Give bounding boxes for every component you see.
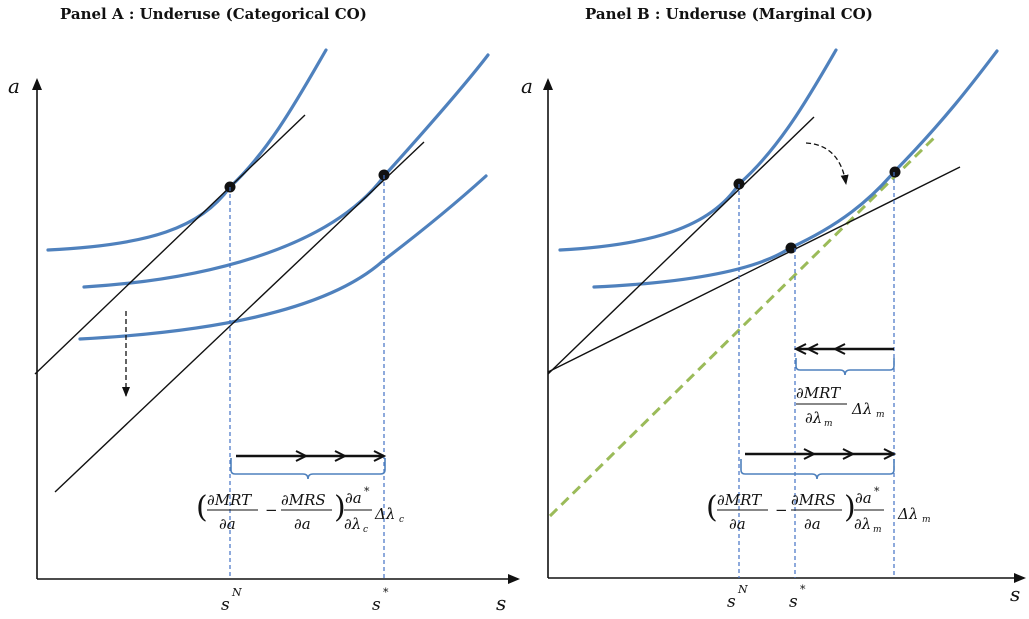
svg-text:−: − xyxy=(265,501,278,519)
panel-a-curve-3 xyxy=(78,174,488,341)
panel-a-formula: ( ∂MRT ∂a − ∂MRS ∂a ) ∂a * ∂λ c Δλ c xyxy=(196,485,404,535)
svg-text:∂a: ∂a xyxy=(219,515,236,533)
panel-b-arrow-head-left xyxy=(793,343,807,355)
panel-b-tick-sn: s xyxy=(727,592,736,612)
svg-text:*: * xyxy=(874,485,880,498)
panel-b-arrow-chevron-2 xyxy=(832,343,846,355)
svg-text:): ) xyxy=(844,490,856,525)
svg-text:(: ( xyxy=(706,490,718,525)
svg-text:m: m xyxy=(873,525,882,535)
panel-a-tick-sn-sup: N xyxy=(231,586,242,599)
panel-a-tangent-line-2 xyxy=(54,141,425,493)
panel-a-tangent-line-1 xyxy=(34,114,306,375)
panel-b-tick-sstar-sup: * xyxy=(800,583,806,596)
svg-text:∂MRT: ∂MRT xyxy=(207,491,252,509)
svg-text:∂a: ∂a xyxy=(729,515,746,533)
svg-text:): ) xyxy=(334,490,346,525)
svg-text:Δλ: Δλ xyxy=(897,505,918,523)
svg-text:c: c xyxy=(363,525,368,535)
svg-text:c: c xyxy=(399,515,404,525)
panel-b-tangent-line-1 xyxy=(547,116,815,375)
svg-text:∂λ: ∂λ xyxy=(854,515,871,533)
svg-text:m: m xyxy=(922,515,931,525)
svg-text:∂a: ∂a xyxy=(345,489,362,507)
panel-a-tick-sn: s xyxy=(221,595,230,615)
svg-text:∂a: ∂a xyxy=(855,489,872,507)
svg-text:∂MRS: ∂MRS xyxy=(791,491,836,509)
svg-text:(: ( xyxy=(196,490,208,525)
svg-text:∂MRS: ∂MRS xyxy=(281,491,326,509)
panel-b-formula: ( ∂MRT ∂a − ∂MRS ∂a ) ∂a * ∂λ m Δλ m xyxy=(706,485,931,535)
svg-text:∂MRT: ∂MRT xyxy=(717,491,762,509)
svg-text:Δλ: Δλ xyxy=(851,400,872,418)
panel-b-title: Panel B : Underuse (Marginal CO) xyxy=(585,5,873,23)
panel-b-right-arrow-head xyxy=(883,448,897,460)
panel-b-y-label: a xyxy=(521,74,533,98)
svg-text:∂a: ∂a xyxy=(804,515,821,533)
panel-b-upper-brace xyxy=(795,358,895,376)
panel-a-tick-sstar-sup: * xyxy=(383,586,389,599)
svg-text:∂λ: ∂λ xyxy=(805,409,822,427)
panel-b-green-dashed-line xyxy=(548,133,939,518)
panel-a-arrow-chevron-1 xyxy=(295,450,309,462)
panel-a: Panel A : Underuse (Categorical CO) a s … xyxy=(8,5,520,615)
panel-b-lower-brace xyxy=(740,459,895,480)
panel-a-x-label: s xyxy=(496,591,506,615)
panel-a-curve-1 xyxy=(46,48,328,252)
panel-a-brace xyxy=(230,458,386,480)
panel-b-tangency-point-shifted xyxy=(889,166,901,178)
svg-text:*: * xyxy=(364,485,370,498)
panel-b-arrow-chevron-1 xyxy=(805,343,819,355)
svg-text:∂MRT: ∂MRT xyxy=(796,384,841,402)
panel-b-right-arrow-chevron-2 xyxy=(842,448,856,460)
panel-b-tick-sstar: s xyxy=(789,592,798,612)
panel-b: Panel B : Underuse (Marginal CO) a s xyxy=(521,5,1026,612)
panel-b-upper-formula: ∂MRT ∂λ m Δλ m xyxy=(796,384,885,429)
svg-text:∂λ: ∂λ xyxy=(344,515,361,533)
panel-b-tick-sn-sup: N xyxy=(737,583,748,596)
svg-text:∂a: ∂a xyxy=(294,515,311,533)
panel-b-x-label: s xyxy=(1010,582,1020,606)
panel-a-arrow-head xyxy=(373,450,387,462)
panel-a-title: Panel A : Underuse (Categorical CO) xyxy=(60,5,367,23)
panel-b-tangent-line-2 xyxy=(547,166,961,373)
svg-text:m: m xyxy=(876,410,885,420)
panel-b-curve-1 xyxy=(558,48,838,252)
svg-text:m: m xyxy=(824,419,833,429)
panel-b-curved-shift-arrow xyxy=(805,142,849,185)
svg-text:−: − xyxy=(775,501,788,519)
panel-a-tick-sstar: s xyxy=(372,595,381,615)
panel-a-y-label: a xyxy=(8,74,20,98)
panel-a-arrow-chevron-2 xyxy=(334,450,348,462)
svg-text:Δλ: Δλ xyxy=(374,505,395,523)
panel-b-curve-2 xyxy=(592,49,999,289)
panel-a-curve-2 xyxy=(82,53,490,289)
panel-b-tangency-point-sstar xyxy=(785,242,797,254)
panel-b-right-arrow-chevron-1 xyxy=(803,448,817,460)
